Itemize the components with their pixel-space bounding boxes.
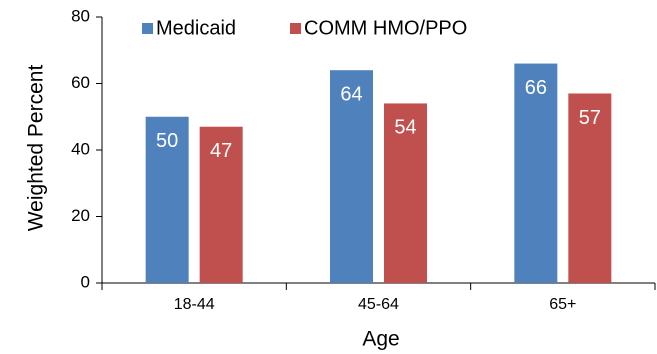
data-labels: 50 47 64 54 66 57: [156, 77, 601, 162]
y-tick-label: 20: [71, 206, 90, 225]
bar-comm-hmo-ppo-45-64: [384, 103, 427, 283]
y-tick-label: 40: [71, 139, 90, 158]
x-axis-title: Age: [362, 328, 399, 351]
bar-comm-hmo-ppo-18-44: [199, 126, 243, 283]
x-tick-label: 65+: [549, 296, 576, 313]
y-tick-label: 60: [71, 73, 90, 92]
data-label: 57: [579, 107, 601, 129]
bar-medicaid-45-64: [330, 70, 373, 283]
bars: [145, 63, 612, 283]
data-label: 64: [340, 83, 362, 105]
bar-medicaid-65+: [514, 63, 558, 283]
y-tick-label: 80: [71, 6, 90, 25]
data-label: 66: [525, 77, 547, 99]
legend-label: COMM HMO/PPO: [304, 17, 467, 39]
legend: Medicaid COMM HMO/PPO: [142, 17, 467, 39]
bar-medicaid-18-44: [145, 116, 189, 283]
x-axis: 18-44 45-64 65+: [101, 282, 656, 313]
x-tick-label: 45-64: [358, 296, 399, 313]
data-label: 47: [210, 140, 232, 162]
data-label: 54: [394, 117, 416, 139]
legend-swatch: [290, 23, 301, 34]
legend-label: Medicaid: [156, 17, 236, 39]
y-axis: 0 20 40 60 80: [71, 6, 103, 291]
data-label: 50: [156, 130, 178, 152]
legend-swatch: [142, 23, 153, 34]
x-tick-label: 18-44: [174, 296, 215, 313]
bar-comm-hmo-ppo-65+: [568, 93, 612, 283]
y-tick-label: 0: [81, 272, 90, 291]
y-axis-title: Weighted Percent: [25, 65, 48, 232]
